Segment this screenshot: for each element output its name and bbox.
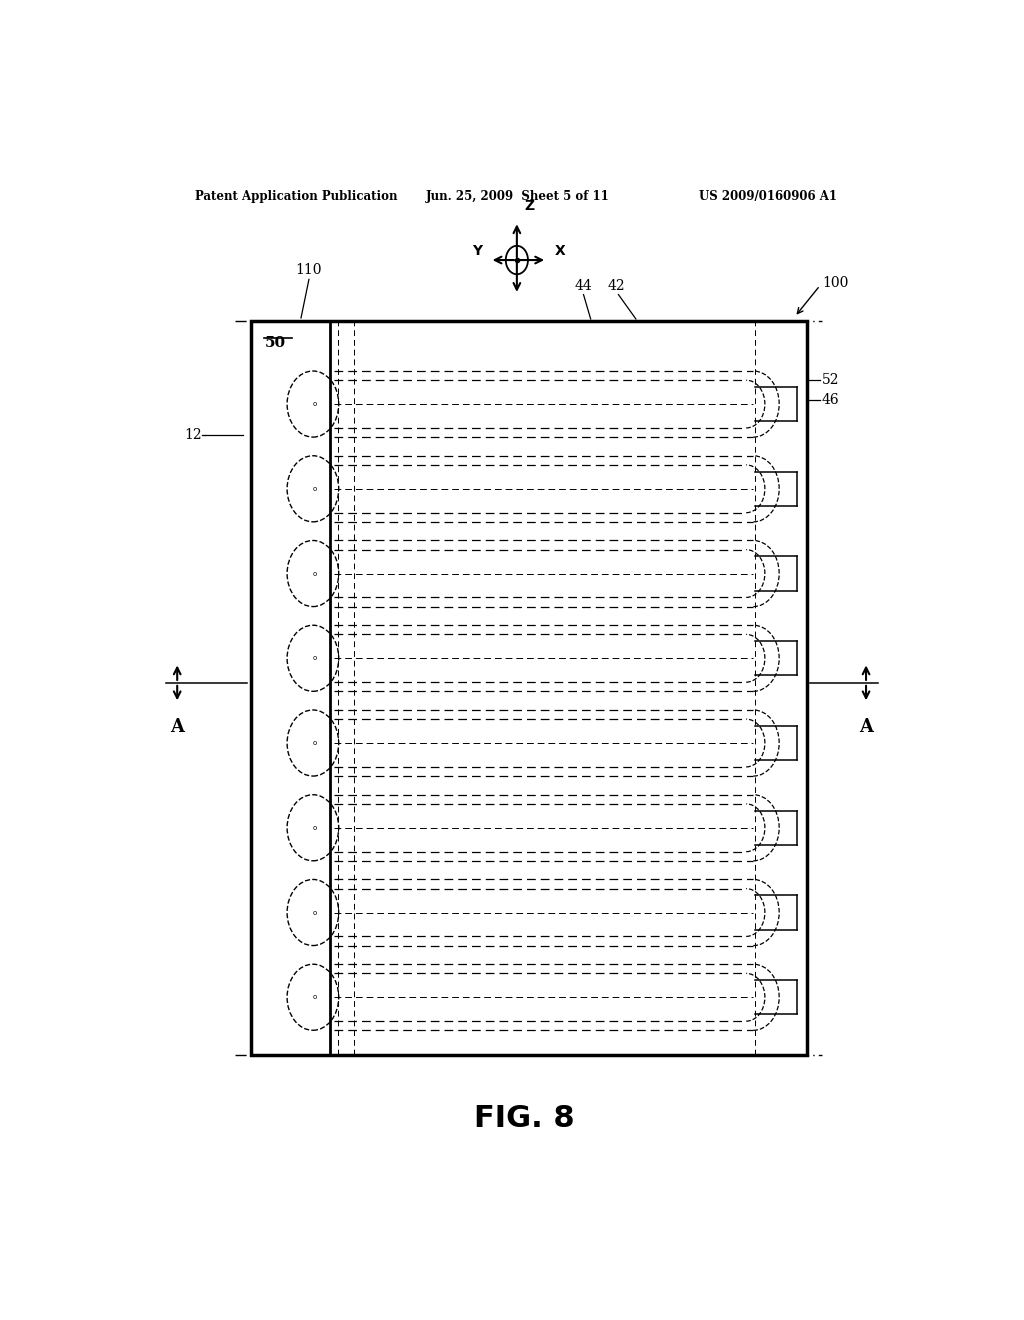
Text: o: o: [312, 909, 316, 916]
Text: Z: Z: [524, 199, 535, 214]
Text: o: o: [312, 825, 316, 830]
Text: Y: Y: [472, 244, 482, 257]
Text: Jun. 25, 2009  Sheet 5 of 11: Jun. 25, 2009 Sheet 5 of 11: [426, 190, 609, 202]
Text: X: X: [555, 244, 565, 257]
Text: US 2009/0160906 A1: US 2009/0160906 A1: [699, 190, 838, 202]
Text: 44: 44: [574, 279, 593, 293]
Text: 100: 100: [822, 276, 849, 290]
Bar: [251, 321, 807, 1055]
Text: 52: 52: [821, 374, 839, 387]
Bar: [251, 321, 331, 1055]
Text: o: o: [312, 655, 316, 661]
Text: o: o: [312, 994, 316, 1001]
Text: o: o: [312, 741, 316, 746]
Text: 46: 46: [821, 393, 840, 408]
Text: A: A: [859, 718, 873, 737]
Text: 110: 110: [296, 263, 323, 277]
Text: FIG. 8: FIG. 8: [474, 1105, 575, 1134]
Text: 50: 50: [264, 337, 286, 350]
Text: 12: 12: [184, 428, 202, 442]
Text: o: o: [312, 570, 316, 577]
Text: Patent Application Publication: Patent Application Publication: [196, 190, 398, 202]
Text: A: A: [170, 718, 184, 737]
Text: o: o: [312, 401, 316, 407]
Text: o: o: [312, 486, 316, 492]
Text: 42: 42: [607, 279, 625, 293]
